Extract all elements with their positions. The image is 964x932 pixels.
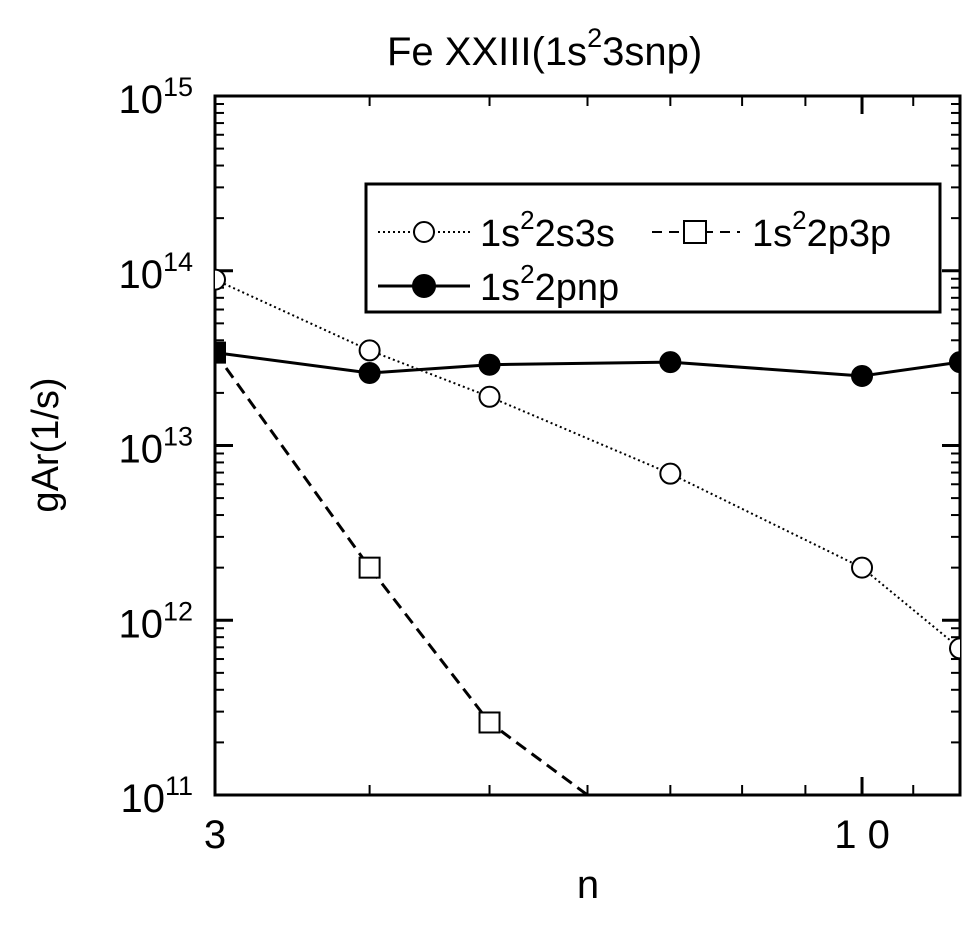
data-point-filled-circle	[478, 353, 501, 376]
y-tick-label: 1014	[118, 247, 193, 297]
data-point-open-circle	[215, 268, 226, 291]
data-point-open-circle	[478, 385, 501, 408]
series-line-filled-circle	[215, 351, 960, 378]
legend-marker-filled-circle	[412, 274, 436, 298]
legend-marker-open-square	[683, 220, 707, 244]
y-tick-label: 1012	[118, 596, 193, 646]
legend-label-1s2-2s3s: 1s22s3s	[480, 205, 615, 255]
axis-tick-labels: 1011 1012 1013 1014 1015 3 1 0	[118, 72, 889, 857]
data-point-filled-circle	[659, 351, 682, 374]
data-point-filled-circle	[949, 351, 960, 374]
legend: 1s22s3s 1s22p3p 1s22pnp	[364, 182, 942, 314]
legend-label-1s2-2pnp: 1s22pnp	[480, 259, 619, 309]
data-point-filled-circle	[358, 361, 381, 384]
legend-label-1s2-2p3p: 1s22p3p	[752, 205, 891, 255]
y-tick-label: 1011	[120, 771, 193, 821]
series-line-open-circle	[215, 278, 960, 650]
series-layer	[215, 268, 960, 795]
data-point-open-square	[478, 711, 501, 734]
chart-title: Fe XXIII(1s23snp)	[387, 23, 702, 74]
data-point-filled-circle	[215, 341, 226, 364]
series-line-open-square	[215, 351, 589, 795]
data-point-open-circle	[851, 556, 874, 579]
x-tick-label: 3	[204, 813, 226, 857]
legend-box	[364, 182, 942, 314]
data-point-open-square	[358, 556, 381, 579]
legend-marker-open-circle	[413, 221, 435, 243]
y-axis-label: gAr(1/s)	[25, 377, 67, 512]
x-axis-label: n	[577, 863, 599, 907]
y-tick-label: 1013	[118, 422, 193, 472]
data-point-open-circle	[949, 637, 960, 660]
data-point-filled-circle	[851, 364, 874, 387]
x-tick-label: 1 0	[834, 813, 890, 857]
data-point-open-circle	[659, 462, 682, 485]
data-point-open-circle	[358, 339, 381, 362]
y-tick-label: 1015	[118, 72, 193, 122]
